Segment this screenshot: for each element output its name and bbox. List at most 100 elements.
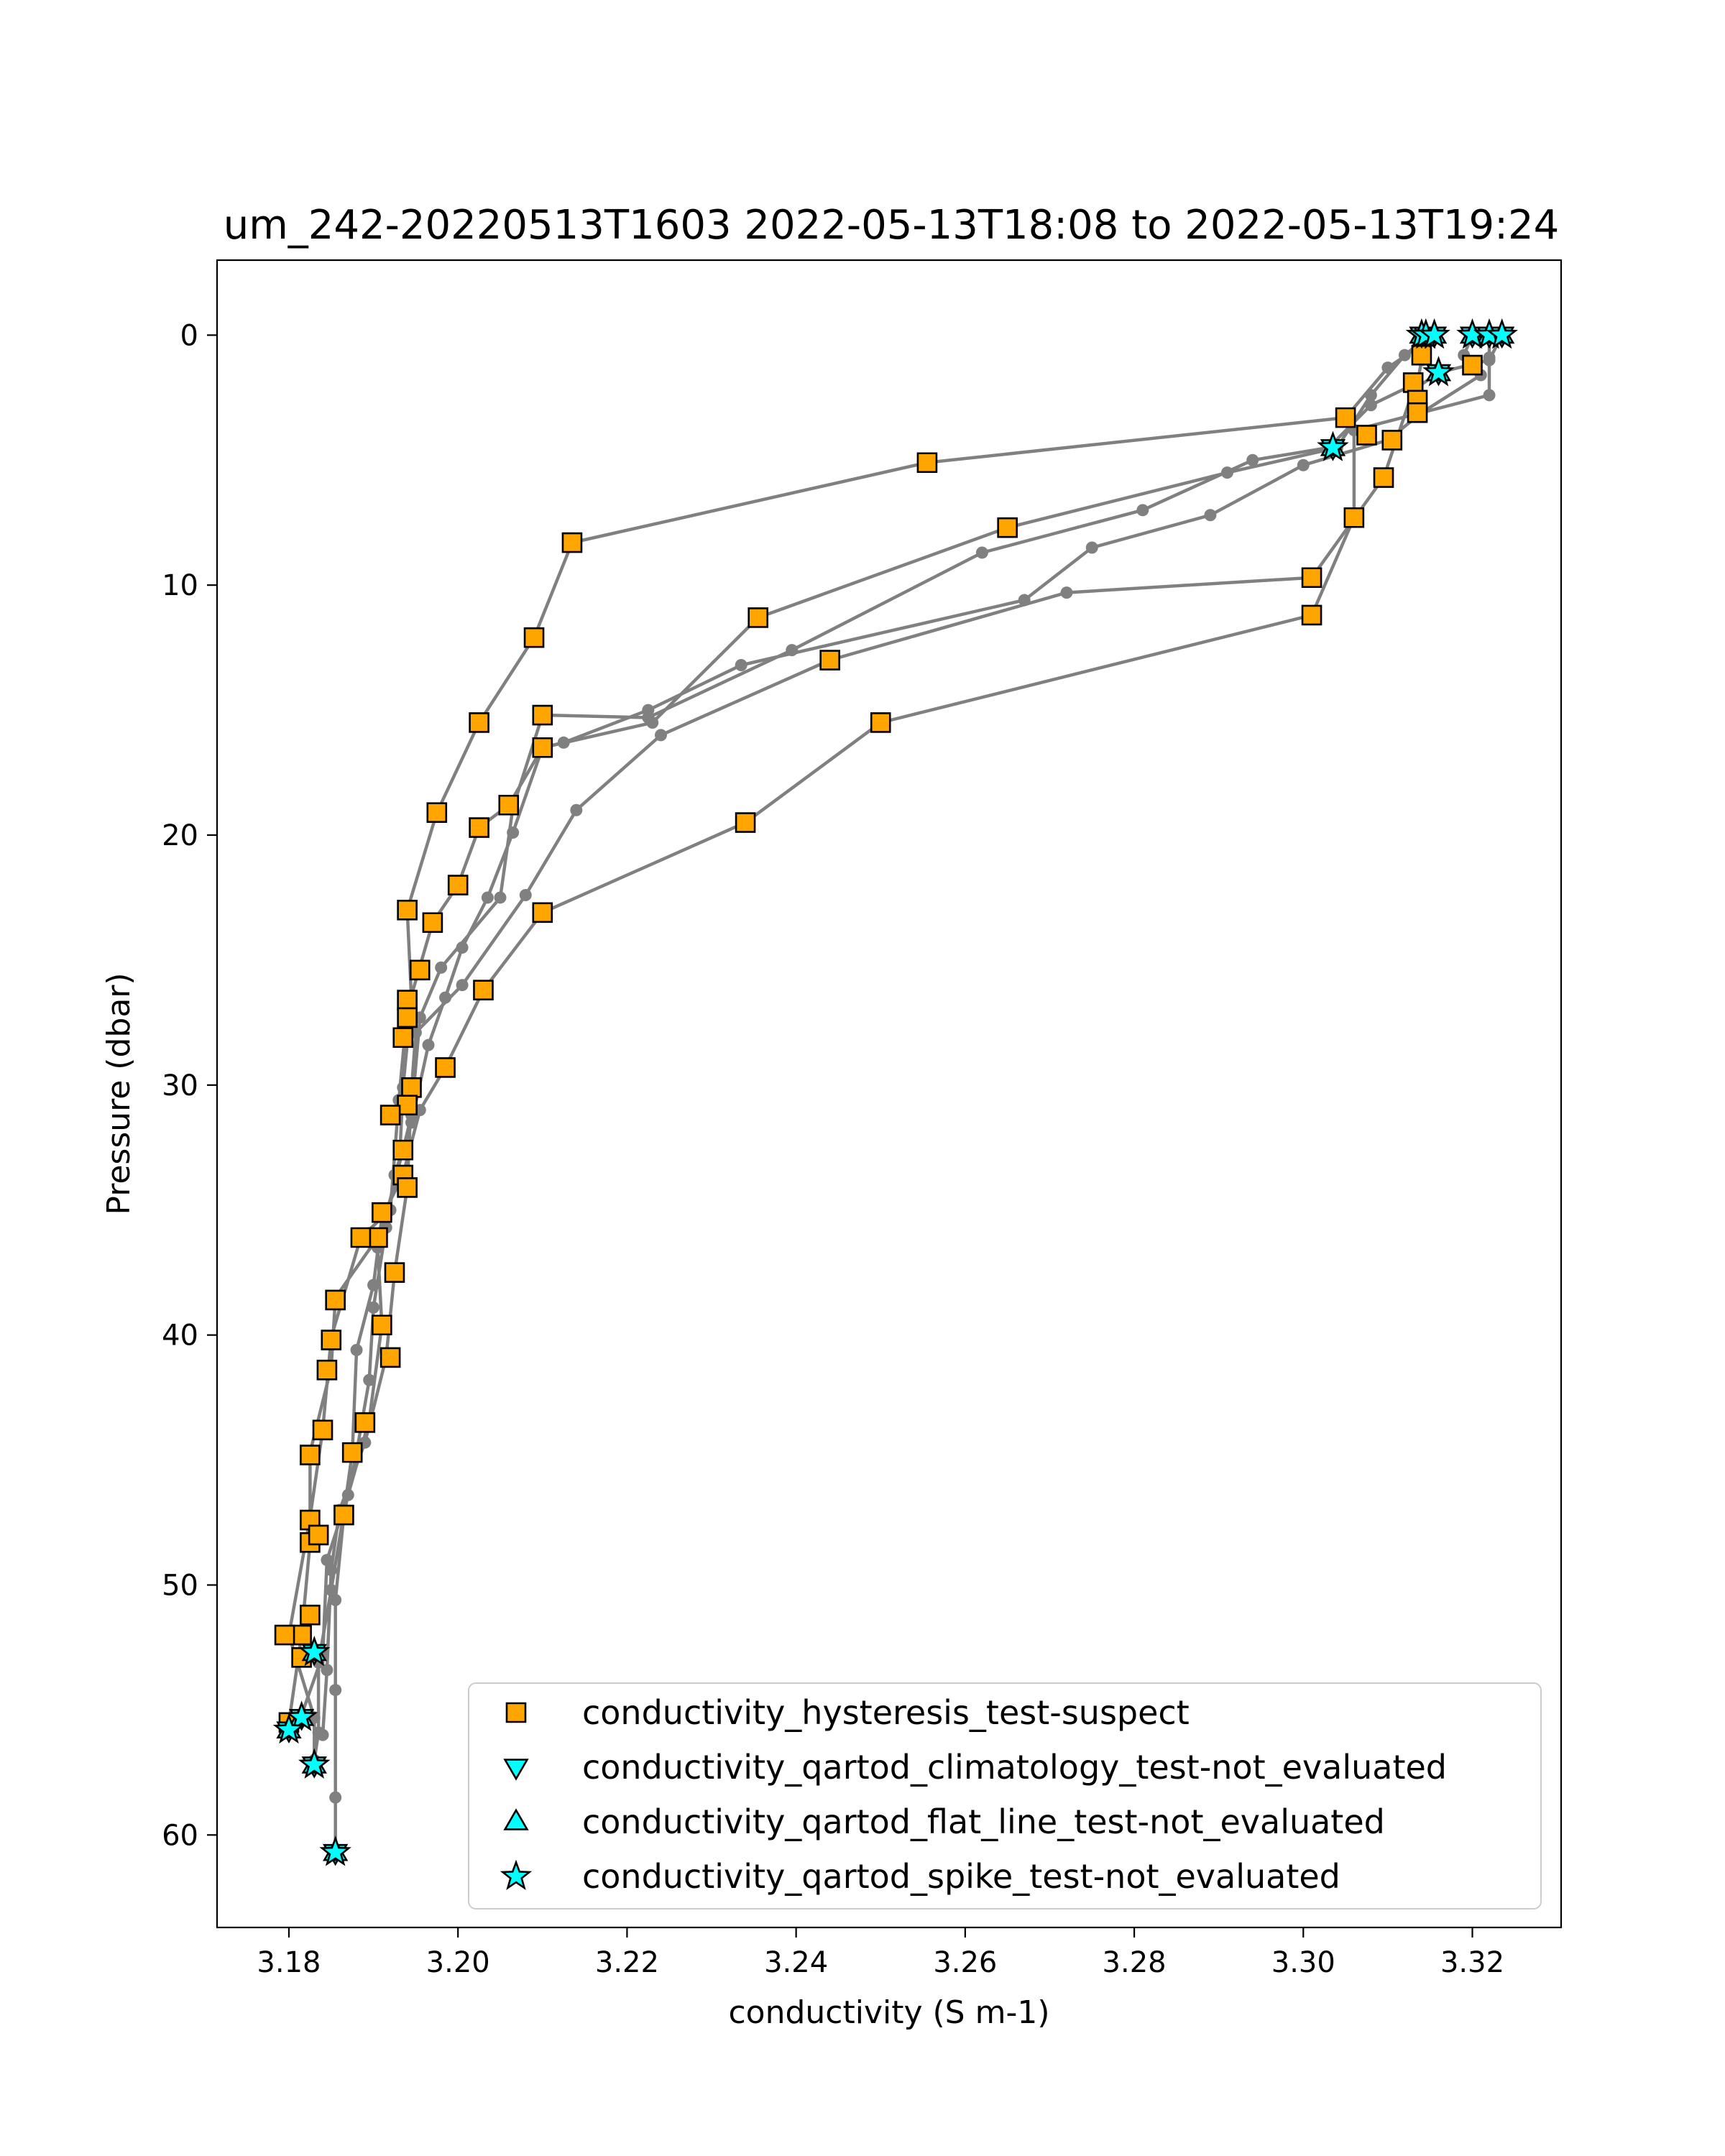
- profile-point: [1364, 389, 1377, 402]
- series-square: [274, 344, 1483, 1733]
- profile-line: [321, 334, 1504, 1736]
- profile-point: [519, 888, 532, 901]
- profile-point: [435, 961, 448, 974]
- x-tick-label: 3.18: [257, 1946, 321, 1979]
- profile-point: [557, 736, 570, 749]
- x-axis-label: conductivity (S m-1): [728, 1994, 1049, 2031]
- marker-square: [316, 1360, 338, 1381]
- marker-square: [380, 1105, 401, 1125]
- profile-point: [1297, 459, 1310, 471]
- marker-square: [523, 627, 545, 648]
- marker-square: [1381, 430, 1403, 451]
- marker-star: [1422, 356, 1455, 387]
- profile-point: [735, 658, 748, 671]
- marker-square: [397, 990, 418, 1010]
- legend-label: conductivity_qartod_spike_test-not_evalu…: [582, 1857, 1340, 1896]
- y-tick-label: 10: [162, 569, 198, 602]
- marker-square: [532, 704, 553, 726]
- profile-point: [329, 1593, 342, 1606]
- legend-marker: [505, 1702, 527, 1723]
- marker-star: [298, 1748, 331, 1779]
- legend-items: conductivity_hysteresis_test-suspectcond…: [500, 1693, 1447, 1896]
- profile-line: [300, 334, 1436, 1716]
- marker-square: [435, 1057, 456, 1078]
- y-tick-label: 40: [162, 1319, 198, 1353]
- marker-square: [397, 900, 418, 921]
- profile-point: [1136, 504, 1149, 517]
- marker-square: [426, 802, 448, 823]
- profile-point: [312, 1726, 325, 1739]
- profile-point: [1398, 349, 1411, 361]
- profile-point: [422, 1038, 435, 1051]
- profile-lines: [282, 328, 1509, 1859]
- marker-star: [285, 1700, 318, 1731]
- profile-point: [329, 1791, 342, 1804]
- y-tick-label: 20: [162, 819, 198, 852]
- profile-point: [363, 1373, 376, 1386]
- marker-square: [392, 1139, 414, 1161]
- marker-square: [422, 912, 443, 934]
- marker-square: [334, 1504, 354, 1526]
- marker-square: [392, 1027, 414, 1049]
- marker-square: [300, 1604, 321, 1626]
- marker-square: [1411, 344, 1432, 366]
- marker-square: [1301, 604, 1322, 626]
- marker-square: [380, 1347, 401, 1368]
- marker-square: [341, 1442, 363, 1463]
- marker-square: [401, 1077, 422, 1098]
- marker-square: [469, 712, 489, 733]
- y-tick-label: 60: [162, 1819, 198, 1852]
- marker-square: [308, 1524, 329, 1546]
- marker-star: [1486, 318, 1518, 349]
- marker-square: [321, 1330, 342, 1350]
- legend-label: conductivity_qartod_climatology_test-not…: [582, 1748, 1447, 1787]
- profile-line: [313, 335, 1491, 1761]
- profile-point: [350, 1344, 363, 1357]
- marker-square: [350, 1227, 372, 1248]
- marker-square: [870, 712, 891, 733]
- marker-star: [272, 1713, 305, 1744]
- profile-point: [654, 729, 667, 742]
- marker-square: [325, 1289, 346, 1311]
- profile-point: [1483, 389, 1496, 402]
- marker-square: [735, 812, 756, 833]
- marker-square: [1373, 467, 1394, 488]
- marker-square: [367, 1227, 388, 1248]
- profile-line: [287, 336, 1427, 1765]
- profile-point: [1085, 541, 1098, 554]
- profile-point: [367, 1279, 380, 1291]
- x-tick-label: 3.28: [1103, 1946, 1167, 1979]
- marker-square: [409, 959, 431, 981]
- profile-point: [321, 1554, 334, 1567]
- marker-star: [1317, 430, 1349, 461]
- x-tick-label: 3.26: [933, 1946, 997, 1979]
- marker-square: [312, 1419, 334, 1441]
- legend-label: conductivity_hysteresis_test-suspect: [582, 1693, 1190, 1732]
- profile-point: [1204, 509, 1217, 522]
- marker-square: [1335, 407, 1356, 428]
- y-tick-label: 0: [180, 319, 198, 352]
- marker-square: [447, 875, 469, 895]
- marker-square: [372, 1202, 392, 1223]
- profile-point: [975, 546, 988, 559]
- marker-square: [384, 1262, 405, 1283]
- legend: conductivity_hysteresis_test-suspectcond…: [468, 1682, 1542, 1909]
- y-tick-label: 30: [162, 1069, 198, 1102]
- marker-square: [1402, 372, 1424, 393]
- x-tick-label: 3.22: [595, 1946, 659, 1979]
- marker-square: [473, 980, 494, 1000]
- profile-point: [329, 1684, 342, 1697]
- profile-point: [507, 826, 520, 839]
- profile-point: [1060, 586, 1073, 599]
- profile-point: [456, 941, 469, 954]
- marker-square: [1462, 354, 1483, 376]
- marker-square: [354, 1412, 376, 1433]
- legend-marker: [500, 1859, 533, 1890]
- marker-square: [748, 607, 768, 628]
- marker-square: [397, 1095, 418, 1115]
- marker-square: [819, 650, 840, 671]
- chart-title: um_242-20220513T1603 2022-05-13T18:08 to…: [224, 202, 1560, 249]
- marker-square: [274, 1624, 295, 1646]
- profile-point: [1364, 399, 1377, 412]
- legend-marker: [503, 1808, 529, 1830]
